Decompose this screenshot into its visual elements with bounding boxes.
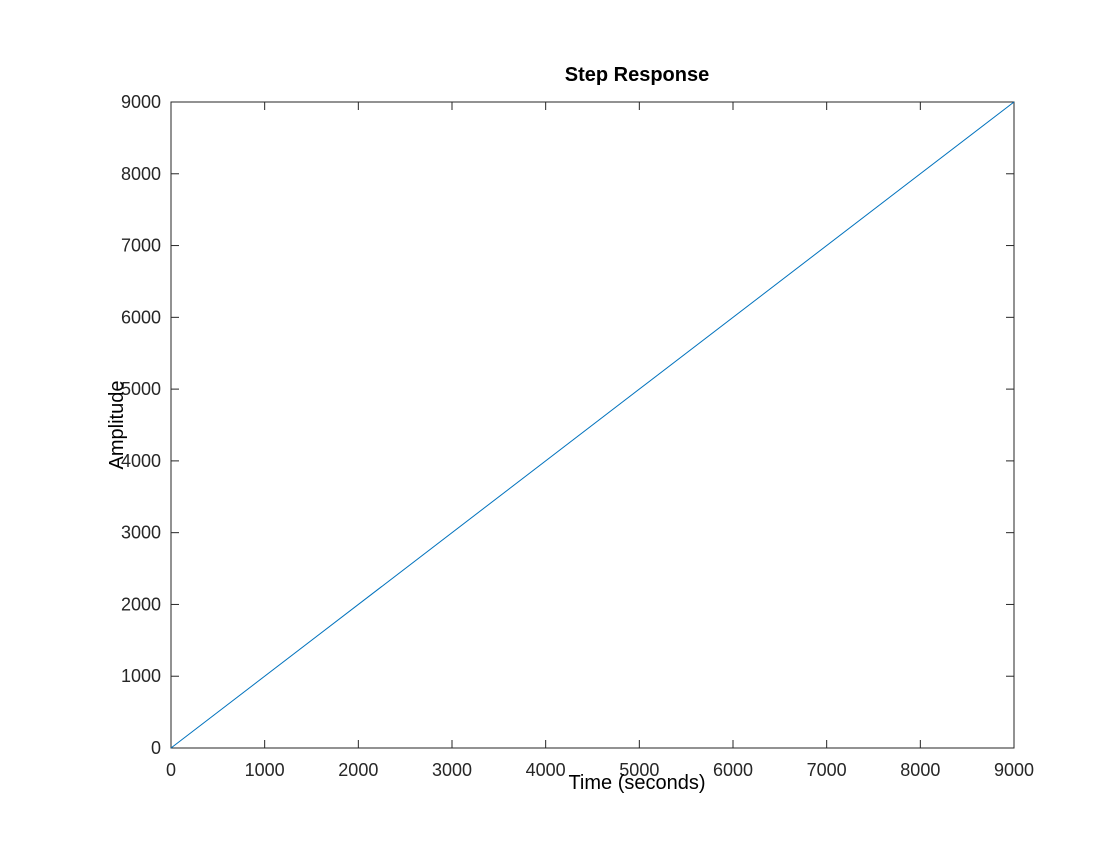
y-tick-label: 3000	[121, 523, 161, 543]
ticks-layer: 0 1000 2000 3000 4000 5000 6000 7000 8000 9000 0 10…	[121, 92, 1034, 780]
y-tick-label: 7000	[121, 236, 161, 256]
y-tick-label: 6000	[121, 307, 161, 327]
y-tick-label: 1000	[121, 666, 161, 686]
y-tick-label: 0	[151, 738, 161, 758]
x-tick-label: 6000	[713, 760, 753, 780]
y-axis-label: Amplitude	[106, 381, 128, 470]
x-tick-label: 0	[166, 760, 176, 780]
y-tick-label: 5000	[121, 379, 161, 399]
chart-title: Step Response	[565, 64, 709, 86]
x-tick-label: 2000	[338, 760, 378, 780]
x-tick-label: 5000	[619, 760, 659, 780]
y-tick-label: 4000	[121, 451, 161, 471]
series-layer	[170, 101, 1015, 749]
x-tick-label: 8000	[900, 760, 940, 780]
x-tick-label: 1000	[245, 760, 285, 780]
y-tick-label: 9000	[121, 92, 161, 112]
x-tick-label: 3000	[432, 760, 472, 780]
y-tick-label: 8000	[121, 164, 161, 184]
x-tick-label: 7000	[807, 760, 847, 780]
x-tick-label: 9000	[994, 760, 1034, 780]
y-tick-label: 2000	[121, 594, 161, 614]
x-axis-label: Time (seconds)	[568, 772, 705, 794]
x-tick-label: 4000	[526, 760, 566, 780]
step-response-line	[170, 101, 1015, 749]
